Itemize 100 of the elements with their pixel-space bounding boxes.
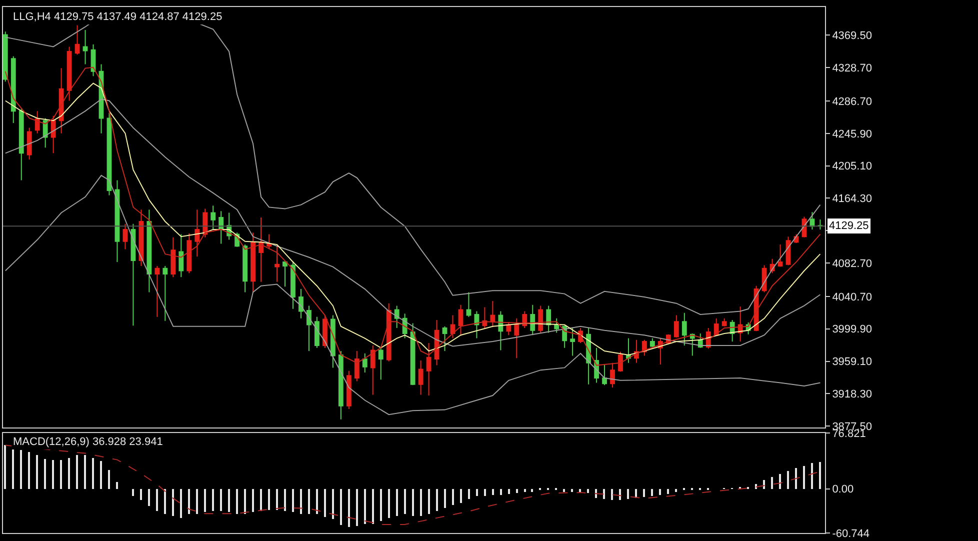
bar [220, 489, 222, 512]
bar [356, 489, 358, 526]
bar [196, 489, 198, 514]
y-tick-label: 4082.70 [832, 258, 872, 270]
bar [460, 489, 462, 504]
candlestick [258, 217, 264, 282]
bar [236, 489, 238, 514]
bar [380, 489, 382, 522]
candlestick [370, 344, 376, 396]
bar [20, 450, 22, 490]
bar [164, 489, 166, 514]
bar [444, 489, 446, 508]
y-tick-label: 4205.10 [832, 160, 872, 173]
bar [276, 489, 278, 510]
bar [212, 489, 214, 512]
bar [787, 471, 789, 490]
y-tick-label: 3999.90 [832, 324, 872, 336]
bar [492, 489, 494, 496]
y-tick-label: 0.00 [832, 484, 854, 496]
bar [244, 489, 246, 514]
candlestick [498, 310, 504, 351]
bar [316, 489, 318, 514]
candlestick [10, 56, 16, 124]
candlestick [522, 310, 528, 328]
candlestick [26, 127, 32, 160]
y-tick-label: 4245.90 [832, 128, 872, 140]
bar [819, 462, 821, 490]
candlestick [314, 316, 320, 348]
bar [68, 458, 70, 490]
candlestick [538, 305, 544, 334]
bar [484, 489, 486, 496]
bar [4, 445, 6, 490]
line-series [4, 174, 821, 416]
y-tick-label: 4164.30 [832, 193, 872, 206]
bar [172, 489, 174, 516]
bar [204, 489, 206, 512]
candlestick [346, 370, 352, 410]
candlestick [162, 266, 168, 322]
y-tick-label: 3918.30 [832, 388, 872, 401]
bar [428, 489, 430, 514]
bar [579, 489, 581, 492]
candlestick [290, 260, 296, 310]
bar [372, 489, 374, 524]
candlestick [50, 115, 56, 154]
bar [332, 489, 334, 520]
candlestick [378, 347, 384, 380]
candlestick [3, 31, 8, 82]
bar [92, 458, 94, 490]
bar [412, 489, 414, 516]
bar [100, 461, 102, 490]
bar [452, 489, 454, 506]
candlestick [722, 318, 727, 327]
bar [308, 489, 310, 514]
bar [340, 489, 342, 526]
candlestick [466, 292, 472, 318]
candlestick [82, 30, 88, 65]
chart-title: LLG,H4 4129.75 4137.49 4124.87 4129.25 [13, 11, 222, 23]
candlestick [410, 322, 416, 386]
candlestick [626, 338, 631, 364]
candlestick [514, 318, 520, 359]
bar [108, 470, 110, 490]
bar [364, 489, 366, 524]
ref-line-label: 4129.25 [829, 220, 869, 232]
candlestick [122, 223, 128, 250]
bar [771, 477, 773, 490]
candlestick [474, 310, 480, 339]
candlestick [354, 350, 360, 382]
bar [779, 474, 781, 490]
bar [292, 489, 294, 512]
y-tick-label: 4369.50 [832, 30, 872, 42]
bar [627, 489, 629, 500]
bar [516, 489, 518, 494]
candlestick [34, 110, 40, 134]
bar [675, 489, 677, 492]
bar [12, 448, 14, 490]
bar [811, 463, 813, 490]
candlestick [306, 305, 312, 352]
candlestick [338, 350, 344, 420]
bar [396, 489, 398, 516]
candlestick [330, 314, 336, 368]
candlestick [114, 180, 120, 263]
bar [508, 489, 510, 494]
candlestick [322, 314, 328, 348]
bar [180, 489, 182, 518]
bar [188, 489, 190, 514]
bar [587, 489, 589, 494]
bar [563, 489, 565, 492]
bar [260, 489, 262, 512]
bar [524, 489, 526, 492]
candlestick [650, 338, 655, 348]
candlestick [250, 232, 256, 293]
bar [300, 489, 302, 514]
bar [140, 489, 142, 500]
candlestick [210, 205, 216, 230]
bar [268, 489, 270, 510]
bar [571, 489, 573, 492]
candlestick [274, 244, 280, 282]
bar [28, 452, 30, 490]
bar [404, 489, 406, 514]
bar [388, 489, 390, 518]
